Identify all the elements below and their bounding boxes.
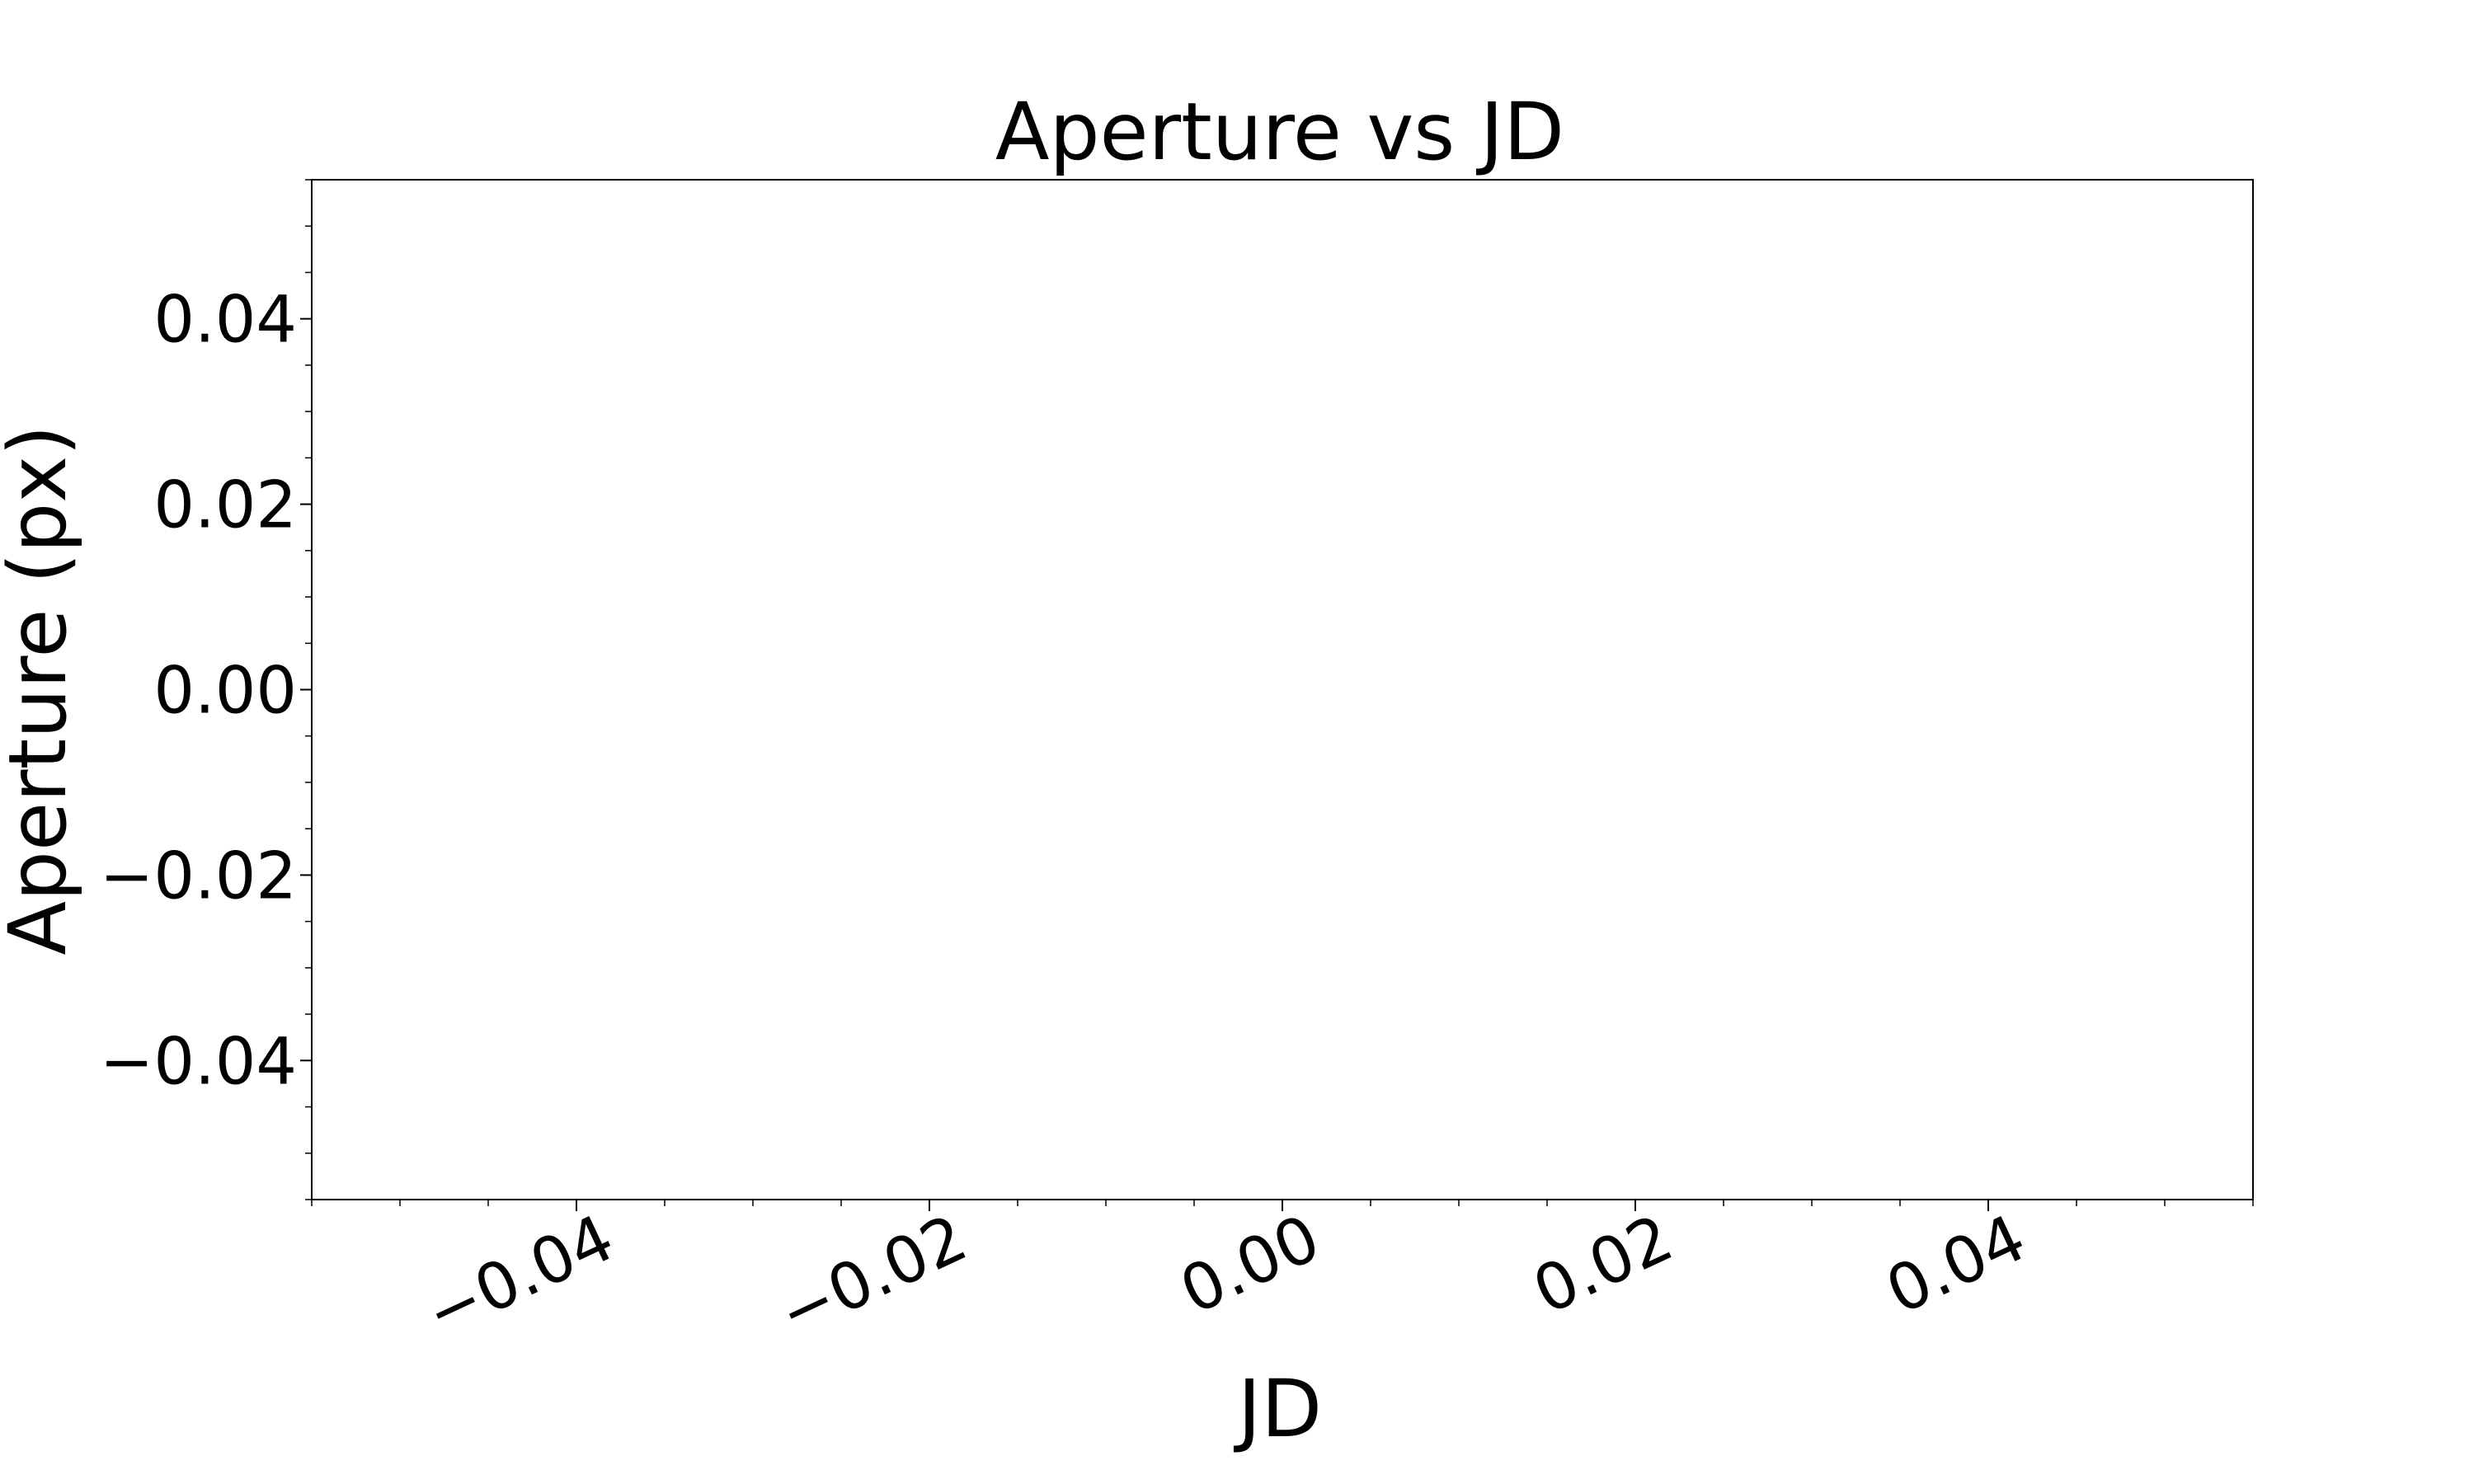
chart-title: Aperture vs JD [995,86,1564,178]
x-major-ticks [576,1200,1989,1211]
y-tick-label: 0.00 [153,655,297,729]
plot-area [311,179,2254,1200]
y-axis-label: Aperture (px) [0,425,84,955]
x-axis-label: JD [1234,1363,1322,1455]
y-major-ticks [300,317,312,1062]
y-tick-label: 0.02 [153,469,297,543]
y-tick-label: −0.02 [100,839,297,913]
y-tick-labels: −0.04 −0.02 0.00 0.02 0.04 [100,284,297,1100]
y-tick-label: −0.04 [100,1025,297,1099]
y-tick-label: 0.04 [153,284,297,358]
